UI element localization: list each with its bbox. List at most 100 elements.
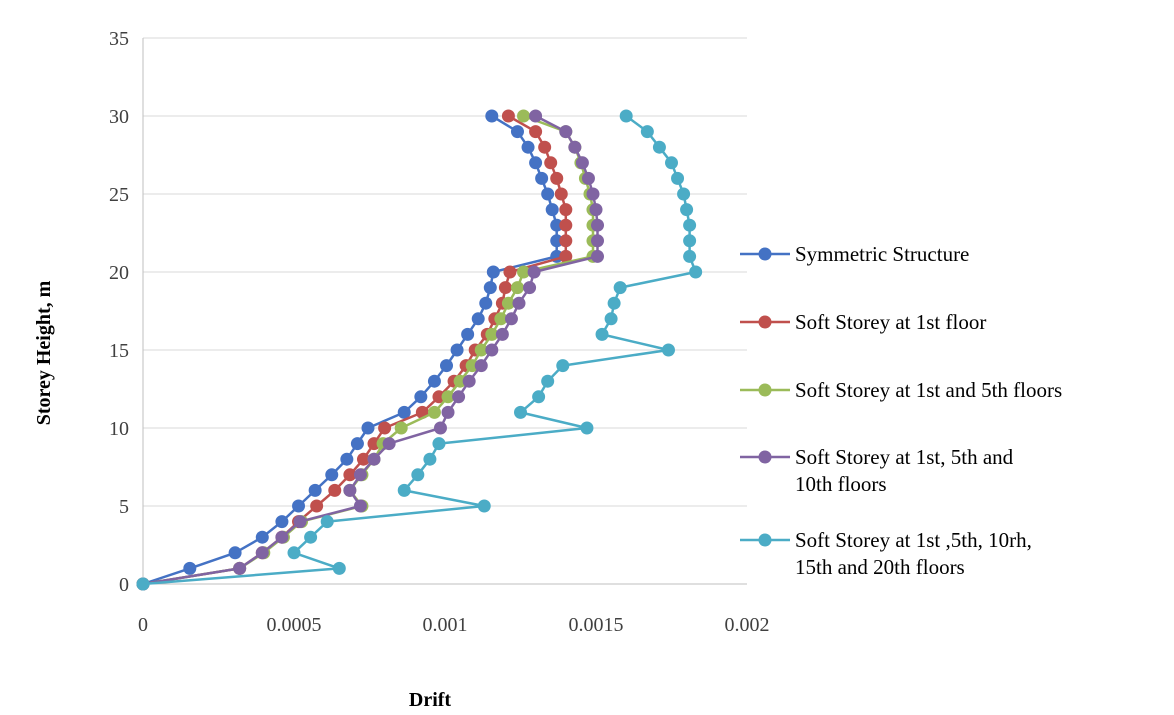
- legend-item-2: Soft Storey at 1st and 5th floors: [740, 378, 1062, 402]
- data-point: [441, 405, 455, 419]
- data-point: [293, 515, 307, 529]
- data-point: [332, 561, 346, 575]
- data-point: [343, 468, 357, 482]
- data-point: [607, 296, 621, 310]
- data-point: [586, 187, 600, 201]
- data-point: [328, 483, 342, 497]
- data-point: [292, 499, 306, 513]
- data-point: [671, 171, 685, 185]
- data-point: [619, 109, 633, 123]
- data-point: [544, 156, 558, 170]
- data-point: [433, 421, 447, 435]
- data-point: [677, 187, 691, 201]
- data-point: [689, 265, 703, 279]
- legend-marker: [758, 315, 772, 329]
- data-point: [382, 437, 396, 451]
- data-point: [304, 530, 318, 544]
- x-tick-label: 0.0005: [267, 614, 322, 636]
- data-point: [556, 359, 570, 373]
- data-point: [541, 187, 555, 201]
- legend-label: Soft Storey at 1st floor: [795, 310, 986, 334]
- data-point: [517, 265, 531, 279]
- legend-marker: [758, 533, 772, 547]
- data-point: [512, 296, 526, 310]
- y-tick-label: 5: [119, 496, 129, 518]
- x-tick-labels: 0 0.0005 0.001 0.0015 0.002: [138, 614, 770, 636]
- data-point: [310, 499, 324, 513]
- data-point: [414, 390, 428, 404]
- data-point: [275, 515, 289, 529]
- series-0: [136, 109, 564, 591]
- data-point: [432, 390, 446, 404]
- axes: [142, 38, 747, 585]
- data-point: [136, 577, 150, 591]
- data-point: [427, 405, 441, 419]
- data-point: [545, 203, 559, 217]
- x-tick-label: 0: [138, 614, 148, 636]
- data-point: [683, 218, 697, 232]
- data-point: [453, 374, 467, 388]
- data-point: [367, 452, 381, 466]
- data-point: [378, 421, 392, 435]
- data-point: [432, 437, 446, 451]
- data-point: [683, 249, 697, 263]
- data-point: [452, 390, 466, 404]
- y-tick-label: 20: [109, 262, 129, 284]
- data-point: [510, 125, 524, 139]
- legend-item-3: Soft Storey at 1st, 5th and 10th floors: [740, 445, 1014, 496]
- y-tick-label: 25: [109, 184, 129, 206]
- data-point: [367, 437, 381, 451]
- legend-label: Soft Storey at 1st ,5th, 10rh, 15th and 2…: [795, 528, 1032, 579]
- data-point: [559, 203, 573, 217]
- data-point: [340, 452, 354, 466]
- data-point: [517, 109, 531, 123]
- data-point: [501, 109, 515, 123]
- x-axis-title: Drift: [409, 689, 452, 711]
- data-point: [559, 234, 573, 248]
- data-point: [529, 109, 543, 123]
- legend-marker: [758, 383, 772, 397]
- data-point: [325, 468, 339, 482]
- data-point: [474, 343, 488, 357]
- data-point: [541, 374, 555, 388]
- data-point: [680, 203, 694, 217]
- data-point: [529, 125, 543, 139]
- data-point: [591, 249, 605, 263]
- data-point: [514, 405, 527, 419]
- data-point: [568, 140, 582, 154]
- series-group: [136, 109, 703, 591]
- data-point: [532, 390, 546, 404]
- y-tick-label: 15: [109, 340, 129, 362]
- data-point: [485, 109, 499, 123]
- data-point: [486, 265, 500, 279]
- data-point: [503, 265, 517, 279]
- data-point: [320, 515, 334, 529]
- data-point: [423, 452, 437, 466]
- data-point: [661, 343, 675, 357]
- data-point: [255, 530, 269, 544]
- data-point: [228, 546, 242, 560]
- series-3: [136, 109, 605, 591]
- x-tick-label: 0.0015: [569, 614, 624, 636]
- data-point: [589, 203, 603, 217]
- data-point: [394, 421, 408, 435]
- data-point: [397, 483, 411, 497]
- data-point: [343, 483, 357, 497]
- data-point: [275, 530, 289, 544]
- data-point: [353, 499, 367, 513]
- data-point: [361, 421, 375, 435]
- data-point: [485, 327, 499, 341]
- data-point: [477, 499, 491, 513]
- data-point: [591, 234, 605, 248]
- data-point: [483, 281, 497, 295]
- data-point: [485, 343, 499, 357]
- data-point: [575, 156, 589, 170]
- data-point: [255, 546, 269, 560]
- data-point: [440, 359, 454, 373]
- data-point: [559, 249, 573, 263]
- data-point: [527, 265, 541, 279]
- data-point: [523, 281, 537, 295]
- data-point: [461, 327, 475, 341]
- data-point: [550, 171, 564, 185]
